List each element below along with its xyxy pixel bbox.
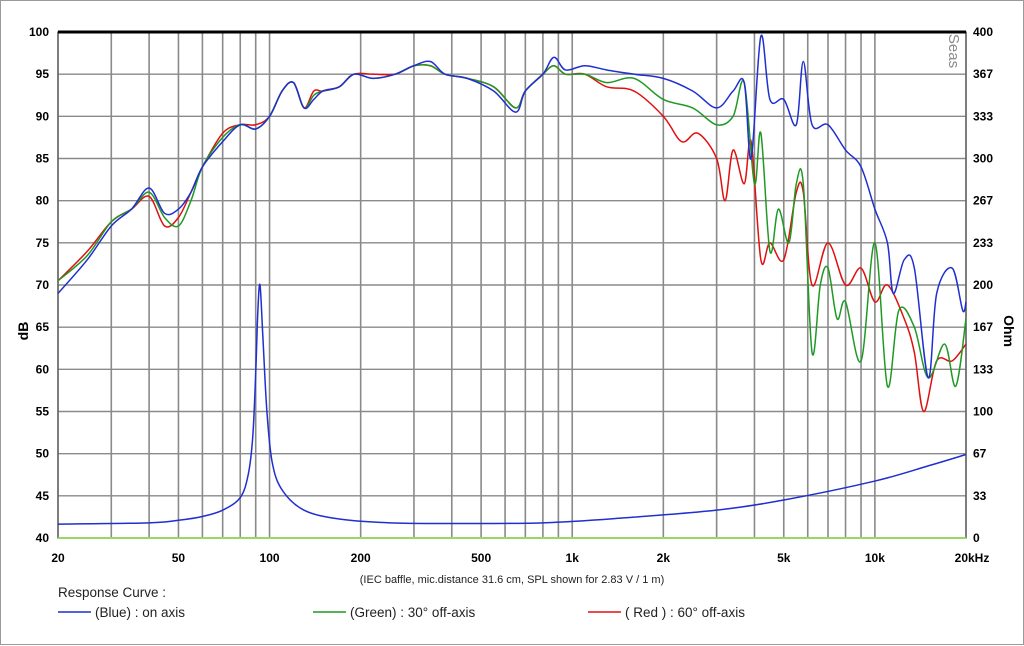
y-tick-label-left: 45 xyxy=(36,489,50,503)
y-tick-label-left: 100 xyxy=(29,25,49,39)
y-tick-label-left: 60 xyxy=(36,362,50,376)
x-tick-label: 1k xyxy=(566,551,580,565)
legend-label: (Blue) : on axis xyxy=(95,605,185,620)
y-tick-label-left: 75 xyxy=(36,236,50,250)
y-tick-label-right: 267 xyxy=(973,194,993,208)
y-tick-label-left: 65 xyxy=(36,320,50,334)
y-tick-label-right: 100 xyxy=(973,405,993,419)
y-tick-label-left: 85 xyxy=(36,152,50,166)
y-tick-labels-left: 40 45 50 55 60 65 70 75 80 85 90 95 100 xyxy=(29,25,49,545)
x-tick-label: 2k xyxy=(657,551,671,565)
x-tick-label: 500 xyxy=(471,551,491,565)
y-tick-label-left: 90 xyxy=(36,109,50,123)
y-tick-label-right: 133 xyxy=(973,362,993,376)
x-tick-label: 10k xyxy=(865,551,885,565)
y-tick-label-right: 0 xyxy=(973,531,980,545)
y-tick-label-right: 400 xyxy=(973,25,993,39)
grid xyxy=(57,30,967,539)
y-tick-label-left: 80 xyxy=(36,194,50,208)
y-tick-label-right: 167 xyxy=(973,320,993,334)
y-tick-label-left: 70 xyxy=(36,278,50,292)
legend-label: ( Red ) : 60° off-axis xyxy=(625,605,745,620)
x-tick-label: 100 xyxy=(260,551,280,565)
y-tick-label-left: 55 xyxy=(36,405,50,419)
x-tick-label: 20 xyxy=(51,551,65,565)
y-tick-label-right: 233 xyxy=(973,236,993,250)
x-tick-labels: 20 50 100 200 500 1k 2k 5k 10k 20kHz xyxy=(51,551,989,565)
y-tick-label-right: 300 xyxy=(973,152,993,166)
x-tick-label: 50 xyxy=(172,551,186,565)
x-tick-label: 20kHz xyxy=(955,551,990,565)
x-tick-label: 5k xyxy=(777,551,791,565)
legend: (Blue) : on axis (Green) : 30° off-axis ( … xyxy=(58,605,745,620)
y-tick-label-right: 67 xyxy=(973,447,987,461)
legend-label: (Green) : 30° off-axis xyxy=(350,605,475,620)
measurement-note: (IEC baffle, mic.distance 31.6 cm, SPL s… xyxy=(360,574,664,586)
y-tick-label-right: 33 xyxy=(973,489,987,503)
response-curve-blue xyxy=(57,34,967,379)
y-axis-label-right: Ohm xyxy=(1001,315,1017,347)
y-tick-labels-right: 0 33 67 100 133 167 200 233 267 300 333 367 400 xyxy=(973,25,993,545)
y-tick-label-left: 50 xyxy=(36,447,50,461)
curves xyxy=(57,34,967,525)
brand-watermark: Seas xyxy=(945,34,962,68)
y-tick-label-right: 333 xyxy=(973,109,993,123)
y-tick-label-left: 40 xyxy=(36,531,50,545)
impedance-curve xyxy=(57,283,967,525)
legend-title: Response Curve : xyxy=(58,585,166,600)
y-tick-label-right: 367 xyxy=(973,67,993,81)
y-tick-label-left: 95 xyxy=(36,67,50,81)
x-tick-label: 200 xyxy=(351,551,371,565)
y-tick-label-right: 200 xyxy=(973,278,993,292)
y-axis-label-left: dB xyxy=(15,322,31,341)
